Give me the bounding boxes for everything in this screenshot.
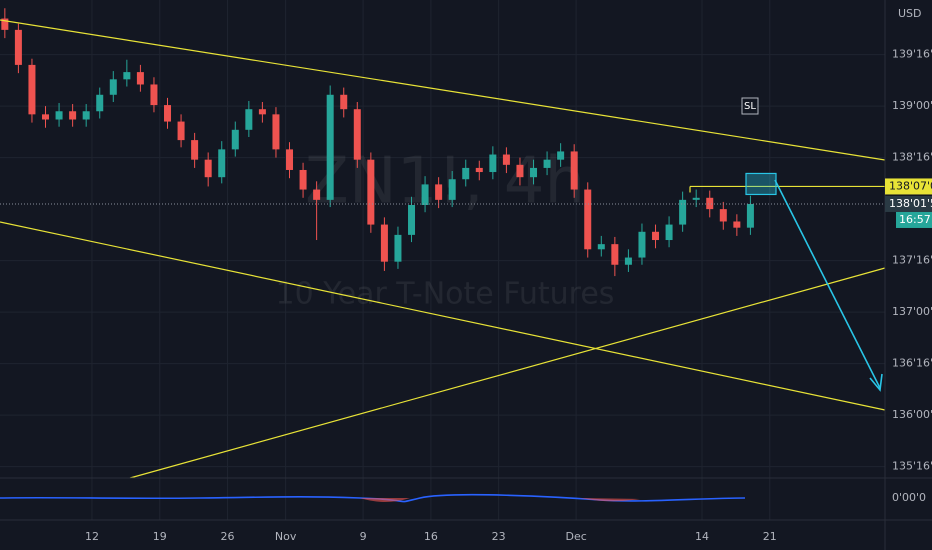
arrow-head [869, 373, 883, 392]
candle-body [516, 164, 524, 178]
candle-body [191, 140, 199, 160]
candle-body [109, 79, 117, 95]
candle-body [245, 109, 253, 130]
y-tick-label: 137'00'0 [892, 305, 932, 318]
candle-body [570, 151, 578, 190]
candle-body [69, 111, 77, 120]
candle-body [706, 197, 714, 210]
y-tick-label: 136'16'0 [892, 357, 932, 370]
watermark-subtitle: 10 Year T-Note Futures [276, 277, 615, 312]
candle-body [299, 169, 307, 190]
candle-body [326, 94, 334, 200]
trend-line [0, 19, 886, 161]
arrow [774, 179, 881, 389]
stop-box [741, 97, 759, 115]
last-price-label: 138'01'5 [889, 197, 932, 210]
candle-body [584, 189, 592, 250]
x-tick-label: 23 [492, 530, 506, 543]
x-tick-label: 14 [695, 530, 709, 543]
candle-body [489, 154, 497, 173]
candle-body [652, 231, 660, 241]
candle-body [665, 224, 673, 241]
candle-body [367, 159, 375, 225]
candle-body [692, 197, 700, 200]
candle-body [28, 64, 36, 115]
overlay: SL [0, 97, 885, 205]
level-label: 138'07'0 [889, 179, 932, 192]
indicator-tick-label: 0'00'0 [892, 491, 926, 504]
candle-body [1, 18, 9, 30]
candle-body [150, 84, 158, 106]
candle-body [557, 151, 565, 160]
x-tick-label: 12 [85, 530, 99, 543]
candle-body [624, 257, 632, 265]
axes: 139'16'0 139'00'0 138'16'0 137'16'0 137'00'0… [85, 48, 932, 543]
candle-body [136, 72, 144, 85]
candle-body [638, 231, 646, 258]
level-tag [885, 178, 932, 195]
candle-body [272, 114, 280, 150]
candle-body [340, 94, 348, 110]
entry-box [745, 172, 777, 196]
candle-body [502, 154, 510, 165]
y-tick-label: 139'00'0 [892, 99, 932, 112]
x-tick-label: 19 [153, 530, 167, 543]
trend-line [129, 267, 886, 479]
candle-body [55, 111, 63, 120]
indicator-area [360, 498, 640, 502]
candle-body [448, 179, 456, 200]
candle-body [679, 199, 687, 225]
countdown-label: 16:57 [899, 213, 931, 226]
x-tick-label: Dec [565, 530, 586, 543]
candle-body [353, 109, 361, 160]
candle-body [286, 149, 294, 170]
candle-body [380, 224, 388, 262]
candle-body [421, 184, 429, 206]
candle-body [462, 167, 470, 180]
trend-line [0, 221, 886, 411]
candle-body [204, 159, 212, 178]
candles [1, 8, 754, 277]
candle-body [231, 129, 239, 150]
y-tick-label: 139'16'0 [892, 48, 932, 61]
x-tick-label: Nov [275, 530, 297, 543]
candle-body [435, 184, 443, 200]
candle-body [475, 167, 483, 173]
candle-body [543, 159, 551, 168]
candle-body [218, 149, 226, 178]
x-tick-label: 21 [763, 530, 777, 543]
candle-body [597, 244, 605, 250]
y-tick-label: 137'16'0 [892, 254, 932, 267]
grid [0, 0, 885, 520]
candle-body [746, 203, 754, 228]
candle-body [394, 234, 402, 262]
candle-body [258, 109, 266, 115]
candle-body [719, 209, 727, 222]
candle-body [96, 94, 104, 112]
stop-label: SL [744, 101, 756, 112]
candle-body [408, 205, 416, 235]
candle-body [14, 29, 22, 65]
watermark: ZN1!, 4h [305, 145, 585, 219]
candle-body [82, 111, 90, 120]
y-tick-label: 135'16'0 [892, 460, 932, 473]
currency: USD [898, 7, 922, 20]
last-price-tag [885, 195, 932, 212]
x-tick-label: 9 [360, 530, 367, 543]
candle-body [313, 189, 321, 200]
candle-body [123, 72, 131, 80]
y-tick-label: 138'16'0 [892, 151, 932, 164]
x-tick-label: 26 [221, 530, 235, 543]
x-tick-label: 16 [424, 530, 438, 543]
candle-body [164, 105, 172, 122]
candle-body [733, 221, 741, 228]
candle-body [530, 167, 538, 178]
countdown-tag [896, 211, 932, 228]
candle-body [177, 121, 185, 141]
candle-body [611, 244, 619, 265]
y-tick-label: 136'00'0 [892, 408, 932, 421]
candle-body [42, 114, 50, 120]
